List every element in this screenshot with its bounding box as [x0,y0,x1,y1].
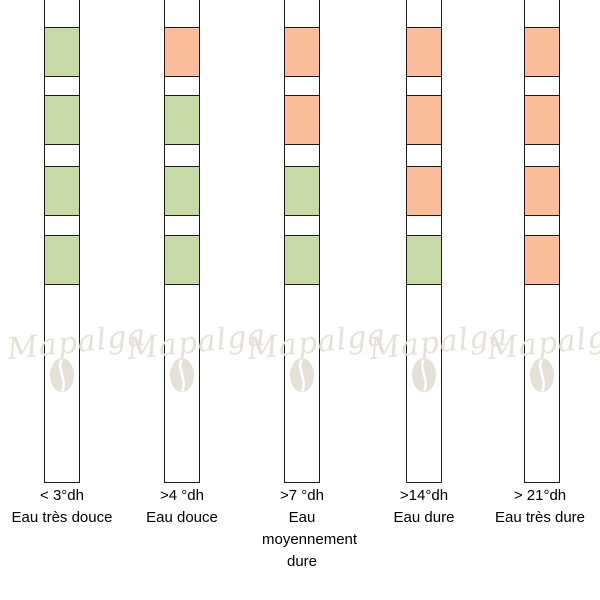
strip-3-pad-3 [285,166,319,216]
strip-4-pad-4 [407,235,441,285]
strip-1-range: < 3°dh [40,487,84,504]
strip-1-pad-1 [45,27,79,77]
strip-4-range: >14°dh [399,487,449,504]
strip-4-label: >14°dh Eau dure [364,485,484,529]
strip-5-description: Eau très dure [494,509,586,526]
test-strip-4 [406,0,442,483]
strip-4-description: Eau dure [393,509,455,526]
strip-1-pad-2 [45,95,79,145]
strip-3-description: Eau moyennement dure [262,509,358,570]
strip-5-pad-4 [525,235,559,285]
test-strip-5 [524,0,560,483]
strip-2-pad-3 [165,166,199,216]
strip-5-pad-1 [525,27,559,77]
strip-top-cap [285,0,319,28]
strip-3-label: >7 °dh Eau moyennement dure [242,485,362,573]
strip-top-cap [45,0,79,28]
test-strip-3 [284,0,320,483]
strip-1-pad-3 [45,166,79,216]
strip-1-label: < 3°dh Eau très douce [2,485,122,529]
strip-1-pad-4 [45,235,79,285]
strip-4-pad-2 [407,95,441,145]
strip-5-range: > 21°dh [513,487,567,504]
strip-2-description: Eau douce [146,509,218,526]
strip-4-pad-1 [407,27,441,77]
strip-4-pad-3 [407,166,441,216]
strip-1-description: Eau très douce [11,509,113,526]
strip-3-range: >7 °dh [280,487,324,504]
strip-5-pad-2 [525,95,559,145]
test-strip-1 [44,0,80,483]
strip-top-cap [165,0,199,28]
strip-2-pad-2 [165,95,199,145]
strip-top-cap [407,0,441,28]
strip-2-range: >4 °dh [160,487,204,504]
strip-5-label: > 21°dh Eau très dure [480,485,600,529]
strip-3-pad-4 [285,235,319,285]
strip-top-cap [525,0,559,28]
strip-2-label: >4 °dh Eau douce [122,485,242,529]
test-strip-2 [164,0,200,483]
strip-3-pad-1 [285,27,319,77]
strip-2-pad-4 [165,235,199,285]
strip-2-pad-1 [165,27,199,77]
strip-3-pad-2 [285,95,319,145]
strip-5-pad-3 [525,166,559,216]
